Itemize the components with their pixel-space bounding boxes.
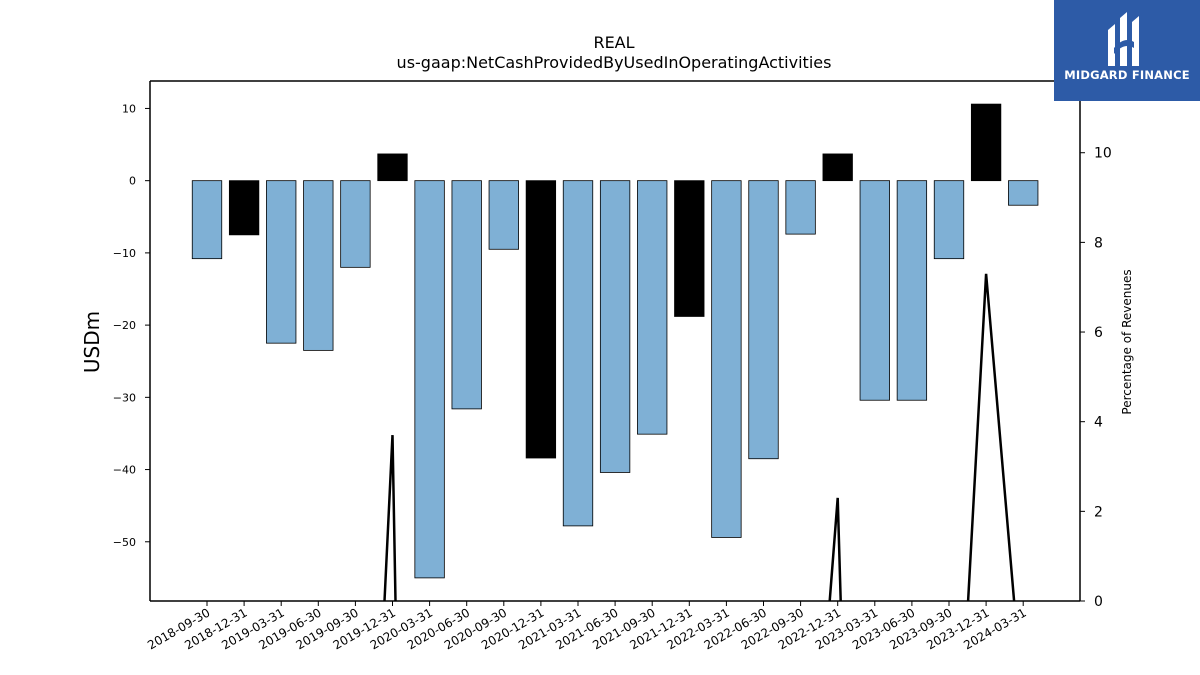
y-tick-label-10: 10 — [122, 102, 136, 115]
y-tick-label--20: −20 — [113, 319, 136, 332]
y-tick-label--50: −50 — [113, 536, 136, 549]
bar-2020-09-30 — [488, 180, 519, 250]
chart-title: REAL — [593, 33, 634, 52]
bar-2021-03-31 — [562, 180, 594, 527]
logo: MIDGARD FINANCE — [1054, 0, 1200, 101]
bar-2022-12-31 — [822, 153, 853, 182]
y-tick-label--10: −10 — [113, 247, 136, 260]
bar-2019-03-31 — [266, 180, 297, 344]
bar-2022-09-30 — [785, 180, 816, 235]
line-peak-2022-12-31 — [828, 497, 842, 602]
line-peak-2023-12-31 — [966, 273, 1016, 602]
bar-2023-09-30 — [933, 180, 965, 260]
bar-2021-12-31 — [674, 180, 705, 317]
bar-2024-03-31 — [1008, 180, 1039, 206]
bar-2018-12-31 — [228, 180, 260, 236]
bar-2023-12-31 — [970, 103, 1002, 182]
y-axis-label: USDm — [80, 311, 104, 373]
y2-tick-label-10: 10 — [1094, 146, 1112, 162]
bar-2020-03-31 — [414, 180, 445, 579]
bar-2023-06-30 — [896, 180, 928, 401]
y-tick-label--30: −30 — [113, 391, 136, 404]
bar-2020-06-30 — [451, 180, 482, 410]
y2-axis-label: Percentage of Revenues — [1120, 269, 1134, 414]
bar-2019-12-31 — [377, 153, 408, 182]
bar-2022-03-31 — [711, 180, 742, 538]
bar-2019-06-30 — [303, 180, 334, 351]
bar-2022-06-30 — [748, 180, 779, 460]
line-group — [383, 273, 1016, 602]
bar-2019-09-30 — [340, 180, 371, 268]
y2-tick-label-6: 6 — [1094, 325, 1103, 341]
logo-text: MIDGARD FINANCE — [1064, 68, 1190, 82]
bar-2021-06-30 — [599, 180, 631, 473]
y-tick-label-0: 0 — [129, 175, 136, 188]
y2-tick-label-8: 8 — [1094, 235, 1103, 251]
y2-tick-label-0: 0 — [1094, 594, 1103, 610]
line-peak-2019-12-31 — [383, 435, 397, 602]
bars-group — [191, 103, 1039, 579]
y-tick-label--40: −40 — [113, 464, 136, 477]
logo-mark-icon — [1108, 12, 1139, 66]
bar-2021-09-30 — [637, 180, 668, 435]
y2-tick-label-4: 4 — [1094, 415, 1103, 431]
bar-2023-03-31 — [859, 180, 890, 401]
bar-2018-09-30 — [191, 180, 223, 260]
chart-subtitle: us-gaap:NetCashProvidedByUsedInOperating… — [397, 53, 832, 72]
y2-tick-label-2: 2 — [1094, 504, 1103, 520]
bar-2020-12-31 — [525, 180, 557, 459]
